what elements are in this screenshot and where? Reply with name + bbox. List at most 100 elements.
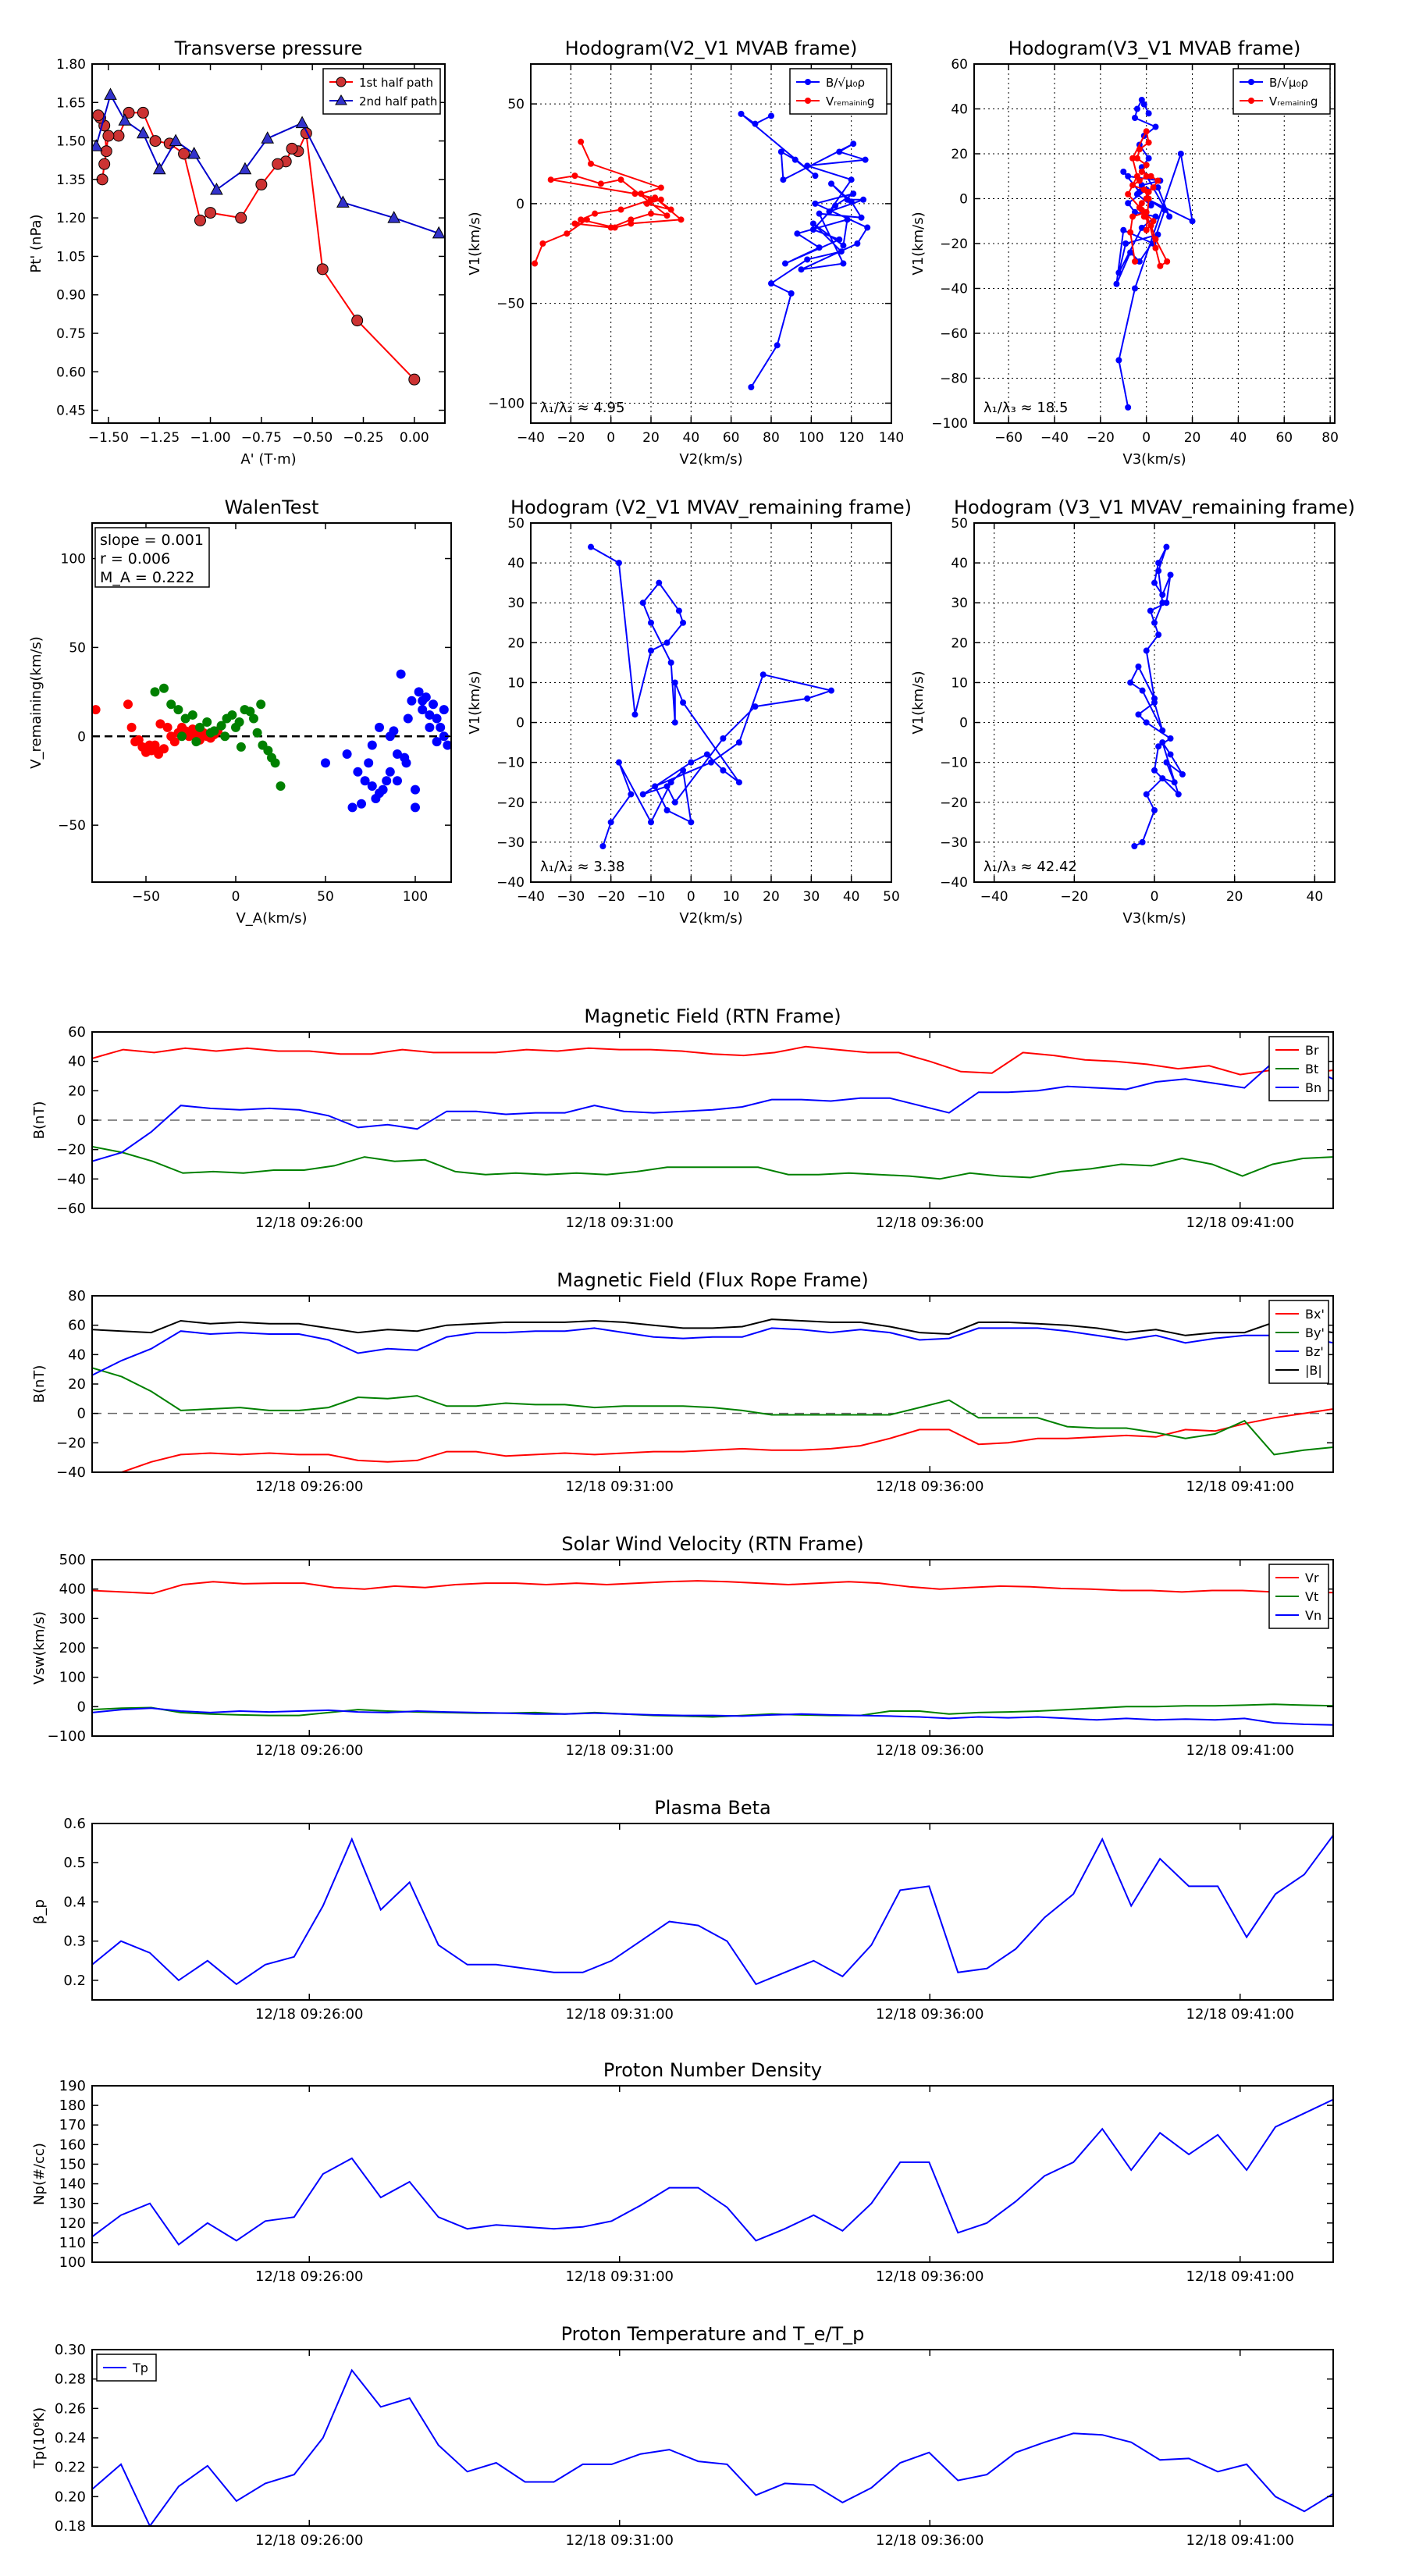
- h3-xtick-label: −10: [637, 889, 665, 905]
- h1-series-b-point: [816, 244, 823, 251]
- h1-series-b-point: [828, 180, 834, 187]
- h4-series-v-point: [1175, 791, 1182, 798]
- mag_fr-ytick-label: 80: [68, 1288, 86, 1304]
- h3-series-v-point: [688, 759, 695, 766]
- h3-series-v-point: [680, 619, 687, 626]
- h2-legend-marker: [1248, 98, 1254, 104]
- pt-series-2ndhalfpath-point: [336, 195, 350, 208]
- mag_rtn-legend-label: Bt: [1305, 1062, 1318, 1076]
- h2-series-b-point: [1122, 240, 1129, 247]
- h4-series-v-point: [1143, 647, 1150, 654]
- walen-series-blue-point: [403, 713, 413, 724]
- walen-series-green-point: [256, 699, 266, 710]
- vel-legend-label: Vn: [1305, 1608, 1321, 1623]
- pt-xtick-label: 0.00: [400, 430, 429, 446]
- h1-series-b-point: [804, 256, 811, 263]
- h1-series-b-point: [850, 141, 857, 148]
- walen-series-red-point: [126, 722, 137, 732]
- pt-legend-box: [322, 68, 441, 115]
- mag_fr-title: Magnetic Field (Flux Rope Frame): [557, 1269, 868, 1291]
- h1-series-vg-point: [628, 220, 635, 227]
- h1-series-b-point: [860, 196, 867, 203]
- h1-legend-box: [789, 68, 887, 115]
- pt-ytick-label: 1.20: [56, 211, 86, 226]
- pt-ytick-label: 0.60: [56, 365, 86, 380]
- mag_fr-xtick-label: 12/18 09:41:00: [1186, 1478, 1294, 1495]
- vel-xtick-label: 12/18 09:31:00: [566, 1742, 674, 1759]
- vel-xtick-label: 12/18 09:41:00: [1186, 1742, 1294, 1759]
- tp-xtick-label: 12/18 09:31:00: [566, 2532, 674, 2549]
- h2-xtick-label: 60: [1275, 430, 1293, 446]
- walen-series-blue-point: [443, 740, 451, 750]
- mag_rtn-title: Magnetic Field (RTN Frame): [584, 1005, 841, 1027]
- mag_rtn-ylabel: B(nT): [31, 1101, 48, 1140]
- vel-xtick-label: 12/18 09:26:00: [255, 1742, 363, 1759]
- walen-series-blue-point: [342, 749, 352, 760]
- h1-series-vg-point: [643, 200, 650, 207]
- walen-series-blue-point: [429, 699, 438, 710]
- beta-title: Plasma Beta: [654, 1797, 770, 1819]
- walen-series-blue-point: [425, 722, 435, 732]
- h2-xtick-label: 0: [1142, 430, 1151, 446]
- h1-ytick-label: −50: [496, 297, 525, 312]
- h4-xtick-label: 40: [1307, 889, 1324, 905]
- beta-ytick-label: 0.6: [63, 1816, 86, 1832]
- mag_rtn-ytick-label: 0: [77, 1112, 86, 1129]
- h2-legend-box: [1232, 68, 1331, 115]
- h4-series-v-point: [1159, 739, 1166, 746]
- pt-xtick-label: −0.50: [292, 430, 333, 446]
- h1-xtick-label: 120: [838, 430, 863, 446]
- pt-xtick-label: −0.25: [343, 430, 383, 446]
- vel-legend-label: Vt: [1305, 1589, 1318, 1604]
- h3-ytick-label: 50: [507, 516, 525, 532]
- tp-legend-label: Tp: [132, 2361, 148, 2375]
- h3-ytick-label: 30: [507, 596, 525, 611]
- h3-series-v-point: [720, 767, 727, 774]
- h1-series-vg-point: [617, 176, 624, 183]
- h1-xtick-label: 80: [763, 430, 780, 446]
- pt-series-2ndhalfpath-point: [432, 226, 445, 239]
- h3-title: Hodogram (V2_V1 MVAV_remaining frame): [510, 496, 912, 518]
- pt-series-2ndhalfpath-point: [152, 162, 166, 175]
- pt-ytick-label: 1.80: [56, 57, 86, 73]
- h3-series-v-point: [652, 783, 659, 790]
- h1-series-vg-point: [578, 216, 585, 223]
- h3-series-v-point: [735, 779, 742, 786]
- h2-series-b-point: [1125, 200, 1132, 207]
- h1-series-vg-point: [648, 196, 654, 203]
- h2-series-b-point: [1120, 169, 1127, 175]
- h4-series-v-point: [1167, 571, 1174, 578]
- vel-ytick-label: 200: [59, 1640, 86, 1656]
- h3-series-v-point: [828, 687, 834, 694]
- h3-series-v-point: [648, 619, 654, 626]
- h3-ytick-label: 40: [507, 556, 525, 571]
- pt-ytick-label: 1.05: [56, 249, 86, 265]
- mag_fr-xtick-label: 12/18 09:26:00: [255, 1478, 363, 1495]
- h4-series-v-point: [1159, 727, 1166, 734]
- h2-series-b-point: [1161, 206, 1168, 213]
- tp-ytick-label: 0.26: [55, 2400, 86, 2417]
- vel-xtick-label: 12/18 09:36:00: [876, 1742, 984, 1759]
- h2-series-b-point: [1166, 213, 1173, 220]
- tp-ytick-label: 0.28: [55, 2371, 86, 2388]
- tp-ytick-label: 0.22: [55, 2460, 86, 2476]
- np-title: Proton Number Density: [603, 2059, 822, 2081]
- h3-frame: [530, 522, 892, 883]
- h3-series-v-point: [656, 579, 663, 586]
- walen-series-blue-point: [418, 705, 428, 715]
- mag_rtn-series-br-line: [92, 1045, 1333, 1076]
- h3-series-v-point: [599, 843, 606, 849]
- mag_fr-ytick-label: 0: [77, 1406, 86, 1422]
- h4-series-v-point: [1159, 600, 1166, 607]
- pt-series-2ndhalfpath-point: [295, 116, 309, 129]
- vel-ytick-label: −100: [48, 1728, 86, 1745]
- h1-series-vg-point: [631, 190, 638, 197]
- h2-legend-label: B/√μ₀ρ: [1269, 76, 1308, 90]
- beta-ylabel: β_p: [31, 1899, 48, 1924]
- walen-series-blue-point: [353, 767, 363, 777]
- walen-series-red-point: [144, 740, 155, 750]
- h1-xtick-label: 60: [723, 430, 740, 446]
- h1-ytick-label: 50: [507, 97, 525, 112]
- h3-series-v-point: [671, 719, 678, 726]
